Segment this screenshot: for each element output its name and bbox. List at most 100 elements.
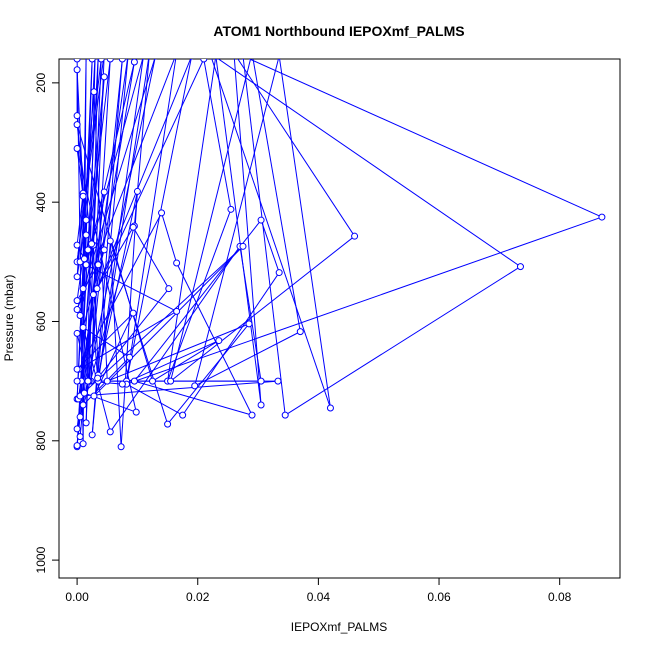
series-segment: [92, 226, 134, 295]
data-point: [257, 401, 265, 409]
y-tick-label: 400: [34, 192, 48, 212]
data-point: [167, 377, 175, 385]
data-point: [76, 433, 84, 441]
data-point: [326, 404, 334, 412]
data-point: [214, 59, 218, 60]
series-segment: [97, 288, 170, 379]
data-point: [96, 59, 101, 60]
data-point: [215, 337, 223, 345]
series-segment: [93, 91, 108, 382]
data-point: [158, 209, 166, 217]
series-segment: [279, 59, 331, 409]
data-point: [88, 59, 96, 63]
data-point: [73, 377, 81, 385]
data-point: [73, 112, 81, 120]
data-point: [191, 382, 199, 390]
data-point: [73, 144, 81, 152]
series-lines: [76, 59, 603, 447]
data-point: [106, 237, 114, 245]
data-point: [164, 420, 172, 428]
series-segment: [211, 59, 331, 409]
series-segment: [203, 59, 232, 210]
series-segment: [170, 235, 355, 382]
data-point: [73, 121, 81, 129]
series-segment: [237, 59, 355, 237]
data-point: [129, 309, 137, 317]
series-segment: [126, 59, 177, 382]
series-segment: [194, 59, 279, 387]
series-segment: [260, 219, 280, 273]
series-segment: [97, 59, 150, 382]
data-point: [257, 216, 265, 224]
series-segment: [239, 246, 262, 382]
data-point: [79, 440, 87, 448]
y-tick-label: 1000: [34, 546, 48, 573]
x-tick-label: 0.04: [307, 590, 331, 604]
data-point: [173, 259, 181, 267]
data-point: [200, 59, 208, 63]
data-point: [83, 50, 89, 56]
series-segment: [79, 225, 135, 418]
data-point: [231, 50, 237, 56]
series-segment: [76, 148, 87, 221]
series-points: [73, 50, 606, 451]
series-segment: [252, 59, 301, 332]
data-point: [129, 223, 137, 231]
series-segment: [82, 327, 130, 358]
data-point: [73, 329, 81, 337]
data-point: [94, 374, 102, 382]
y-axis: 200 400 600 800 1000: [34, 73, 60, 573]
data-point: [174, 50, 180, 56]
series-segment: [215, 59, 262, 406]
data-point: [351, 232, 359, 240]
series-segment: [284, 266, 521, 416]
x-axis: 0.00 0.02 0.04 0.06 0.08: [65, 577, 572, 604]
data-point: [97, 59, 105, 63]
series-segment: [76, 191, 105, 429]
series-segment: [92, 245, 99, 376]
data-point: [80, 389, 88, 397]
series-segment: [109, 240, 122, 447]
data-point: [100, 188, 108, 196]
data-point: [73, 442, 81, 450]
series-segment: [167, 59, 216, 382]
data-point: [73, 306, 81, 314]
series-segment: [76, 124, 153, 382]
data-point: [227, 205, 235, 213]
series-segment: [87, 249, 99, 379]
series-segment: [182, 272, 280, 416]
series-segment: [76, 219, 87, 277]
x-tick-label: 0.00: [65, 590, 89, 604]
series-segment: [217, 59, 521, 268]
series-segment: [76, 59, 175, 310]
series-segment: [96, 59, 205, 289]
data-point: [173, 307, 181, 315]
series-segment: [167, 323, 250, 425]
series-segment: [152, 340, 220, 382]
series-segment: [194, 331, 301, 387]
series-segment: [76, 115, 87, 236]
data-point: [101, 50, 107, 56]
data-point: [274, 377, 282, 385]
series-segment: [107, 323, 250, 382]
data-point: [84, 246, 92, 254]
series-segment: [76, 193, 84, 246]
series-segment: [79, 91, 95, 262]
data-point: [153, 59, 158, 60]
data-point: [76, 312, 84, 320]
series-segment: [76, 234, 87, 301]
data-point: [132, 408, 140, 416]
series-segment: [76, 148, 137, 413]
series-segment: [132, 226, 170, 289]
data-point: [598, 213, 606, 221]
data-point: [94, 261, 102, 269]
series-segment: [85, 61, 135, 265]
data-point: [82, 216, 90, 224]
data-point: [248, 411, 256, 419]
data-point: [73, 425, 81, 433]
series-segment: [233, 59, 262, 406]
data-point: [149, 377, 156, 385]
series-segment: [161, 212, 178, 264]
data-point: [90, 392, 98, 400]
data-point: [106, 428, 114, 436]
